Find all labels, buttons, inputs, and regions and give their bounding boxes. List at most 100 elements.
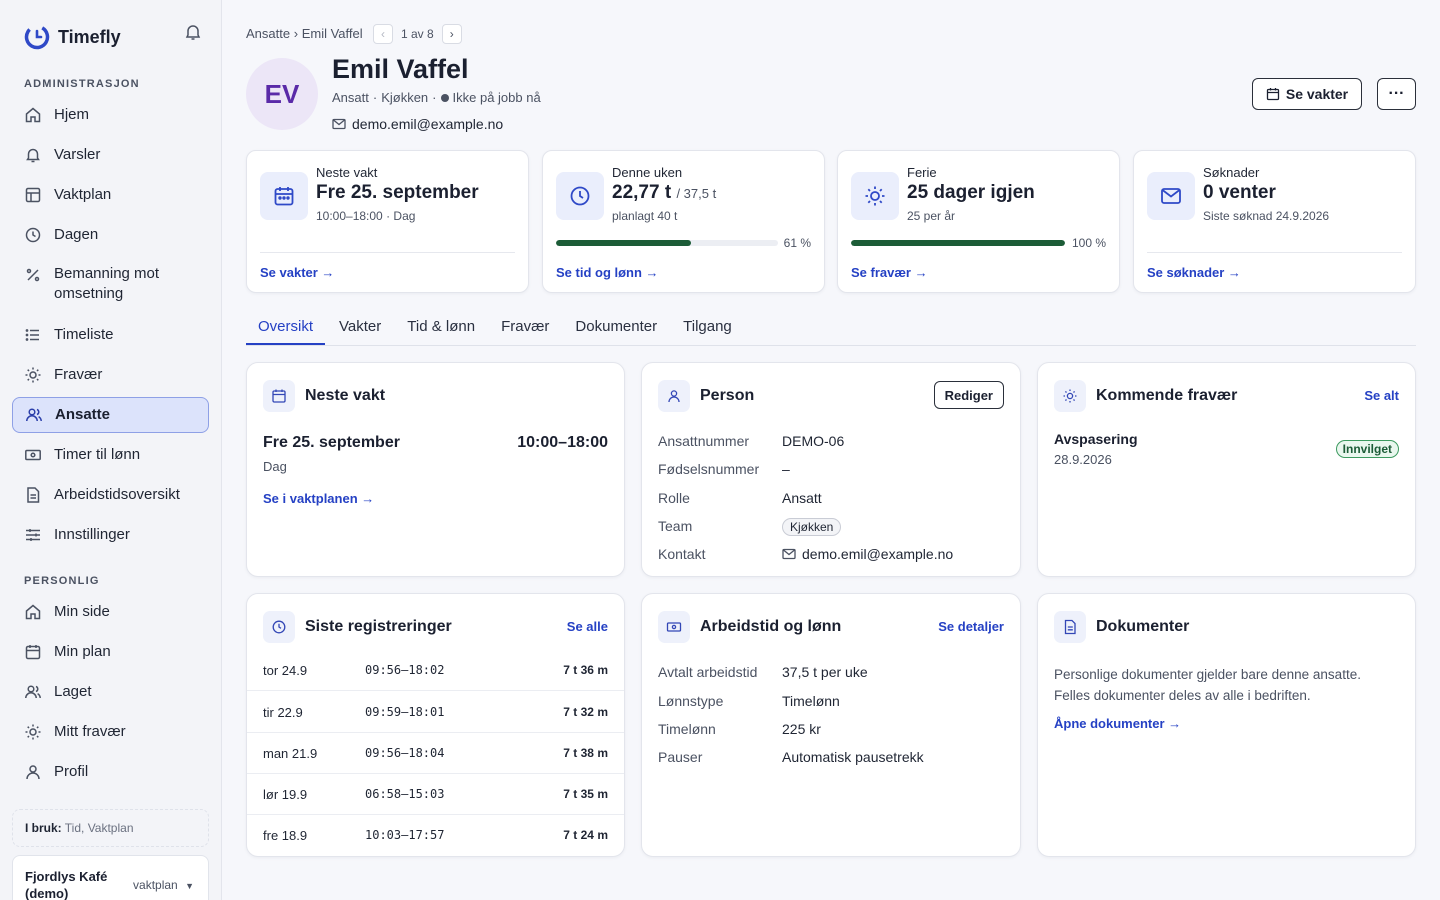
- row-value: Ansatt: [782, 490, 822, 506]
- sidebar-item-vaktplan[interactable]: Vaktplan: [12, 177, 209, 213]
- more-dots-icon: ···: [1388, 85, 1405, 102]
- breadcrumb-separator: ›: [293, 26, 299, 41]
- breadcrumb: Ansatte › Emil Vaffel: [246, 26, 363, 41]
- brand[interactable]: Timefly: [24, 24, 121, 50]
- vacation-progress-fill: [851, 240, 1065, 246]
- main-content: Ansatte › Emil Vaffel ‹ 1 av 8 › EV Emil…: [222, 0, 1440, 900]
- table-icon: [25, 187, 41, 203]
- see-in-schedule-link[interactable]: Se i vaktplanen →: [263, 491, 375, 506]
- personal-section-title: PERSONLIG: [24, 575, 100, 587]
- more-options-button[interactable]: ···: [1377, 78, 1416, 110]
- sidebar-item-laget[interactable]: Laget: [12, 674, 209, 710]
- stat-card-next-shift: Neste vakt Fre 25. september 10:00–18:00…: [246, 150, 529, 293]
- breadcrumb-link-ansatte[interactable]: Ansatte: [246, 26, 291, 41]
- sidebar-item-hjem[interactable]: Hjem: [12, 97, 209, 133]
- tab-fravaer[interactable]: Fravær: [501, 318, 550, 335]
- absence-item-date: 28.9.2026: [1054, 452, 1112, 467]
- reg-time: 09:59–18:01: [365, 705, 445, 719]
- table-row[interactable]: tor 24.9 09:56–18:02 7 t 36 m: [247, 650, 624, 691]
- table-row[interactable]: man 21.9 09:56–18:04 7 t 38 m: [247, 733, 624, 774]
- calendar-icon: [260, 172, 308, 220]
- caret-down-icon: ▼: [185, 881, 194, 891]
- tab-oversikt[interactable]: Oversikt: [246, 310, 326, 345]
- clock-icon: [556, 172, 604, 220]
- row-label: Pauser: [658, 749, 703, 765]
- card-title: Kommende fravær: [1096, 387, 1238, 404]
- stat-subtitle: 25 per år: [907, 209, 956, 223]
- sidebar: Timefly ADMINISTRASJON Hjem Varsler Vakt…: [0, 0, 222, 900]
- sidebar-item-min-side[interactable]: Min side: [12, 594, 209, 630]
- see-details-link[interactable]: Se detaljer: [938, 619, 1004, 634]
- employee-role: Ansatt: [332, 90, 369, 105]
- see-shifts-button[interactable]: Se vakter: [1252, 78, 1362, 110]
- reg-day: tir 22.9: [263, 705, 303, 720]
- reg-duration: 7 t 35 m: [563, 787, 608, 801]
- tab-tilgang[interactable]: Tilgang: [683, 318, 732, 335]
- reg-time: 09:56–18:02: [365, 663, 445, 677]
- see-all-registrations-link[interactable]: Se alle: [566, 619, 608, 634]
- person-row-team: Team Kjøkken: [658, 518, 842, 536]
- row-label: Kontakt: [658, 546, 706, 562]
- breadcrumb-current: Emil Vaffel: [301, 26, 363, 41]
- stat-value: Fre 25. september: [316, 182, 479, 203]
- table-row[interactable]: tir 22.9 09:59–18:01 7 t 32 m: [247, 692, 624, 733]
- sidebar-item-timeliste[interactable]: Timeliste: [12, 317, 209, 353]
- card-title: Siste registreringer: [305, 618, 452, 635]
- tab-bar: Oversikt Vakter Tid & lønn Fravær Dokume…: [246, 310, 1416, 346]
- sidebar-item-dagen[interactable]: Dagen: [12, 217, 209, 253]
- stat-value-main: 22,77 t: [612, 182, 672, 203]
- sidebar-item-arbeidstidsoversikt[interactable]: Arbeidstidsoversikt: [12, 477, 209, 513]
- stat-title: Søknader: [1203, 165, 1260, 180]
- tab-vakter[interactable]: Vakter: [339, 318, 382, 335]
- sun-icon: [1054, 380, 1086, 412]
- row-value: DEMO-06: [782, 433, 845, 449]
- edit-button[interactable]: Rediger: [933, 381, 1004, 409]
- sidebar-item-mitt-fravaer[interactable]: Mitt fravær: [12, 714, 209, 750]
- sidebar-item-profil[interactable]: Profil: [12, 754, 209, 790]
- tab-tid-lonn[interactable]: Tid & lønn: [407, 318, 476, 335]
- person-row-employee-number: Ansattnummer DEMO-06: [658, 433, 844, 449]
- employee-pager: ‹ 1 av 8 ›: [373, 24, 462, 44]
- next-employee-button[interactable]: ›: [441, 24, 462, 44]
- tab-dokumenter[interactable]: Dokumenter: [575, 318, 658, 335]
- see-shifts-link[interactable]: Se vakter →: [260, 265, 335, 280]
- calendar-icon: [1266, 88, 1280, 101]
- sidebar-item-ansatte[interactable]: Ansatte: [12, 397, 209, 433]
- sun-icon: [25, 367, 41, 383]
- money-icon: [25, 449, 41, 461]
- sidebar-item-label: Min plan: [54, 643, 111, 660]
- next-shift-type: Dag: [263, 459, 287, 474]
- person-row-role: Rolle Ansatt: [658, 490, 822, 506]
- row-value: Timelønn: [782, 693, 840, 709]
- users-icon: [25, 685, 41, 699]
- sidebar-item-min-plan[interactable]: Min plan: [12, 634, 209, 670]
- sidebar-item-innstillinger[interactable]: Innstillinger: [12, 517, 209, 553]
- see-all-absence-link[interactable]: Se alt: [1364, 388, 1399, 403]
- see-time-pay-link[interactable]: Se tid og lønn →: [556, 265, 659, 280]
- see-requests-link[interactable]: Se søknader →: [1147, 265, 1241, 280]
- sidebar-item-bemanning[interactable]: Bemanning mot omsetning: [12, 258, 209, 306]
- sidebar-item-timer-til-lonn[interactable]: Timer til lønn: [12, 437, 209, 473]
- document-icon: [27, 487, 40, 503]
- employee-email[interactable]: demo.emil@example.no: [332, 116, 503, 132]
- user-icon: [26, 765, 40, 780]
- sidebar-item-label: Hjem: [54, 106, 90, 123]
- document-icon: [1054, 611, 1086, 643]
- company-switcher[interactable]: Fjordlys Kafé (demo) vaktplan ▼: [12, 855, 209, 900]
- company-plan: vaktplan ▼: [133, 878, 194, 892]
- open-documents-link[interactable]: Åpne dokumenter →: [1054, 716, 1182, 731]
- notifications-bell-icon[interactable]: [183, 22, 203, 42]
- sidebar-item-label: Laget: [54, 683, 92, 700]
- reg-duration: 7 t 24 m: [563, 828, 608, 842]
- table-row[interactable]: lør 19.9 06:58–15:03 7 t 35 m: [247, 774, 624, 815]
- divider: [1147, 252, 1402, 253]
- documents-text-personal: Personlige dokumenter gjelder bare denne…: [1054, 667, 1361, 682]
- next-shift-date: Fre 25. september: [263, 434, 400, 451]
- previous-employee-button[interactable]: ‹: [373, 24, 393, 44]
- see-absence-link[interactable]: Se fravær →: [851, 265, 928, 280]
- table-row[interactable]: fre 18.9 10:03–17:57 7 t 24 m: [247, 815, 624, 856]
- sidebar-item-varsler[interactable]: Varsler: [12, 137, 209, 173]
- row-value: 225 kr: [782, 721, 821, 737]
- stat-title: Neste vakt: [316, 165, 378, 180]
- sidebar-item-fravaer[interactable]: Fravær: [12, 357, 209, 393]
